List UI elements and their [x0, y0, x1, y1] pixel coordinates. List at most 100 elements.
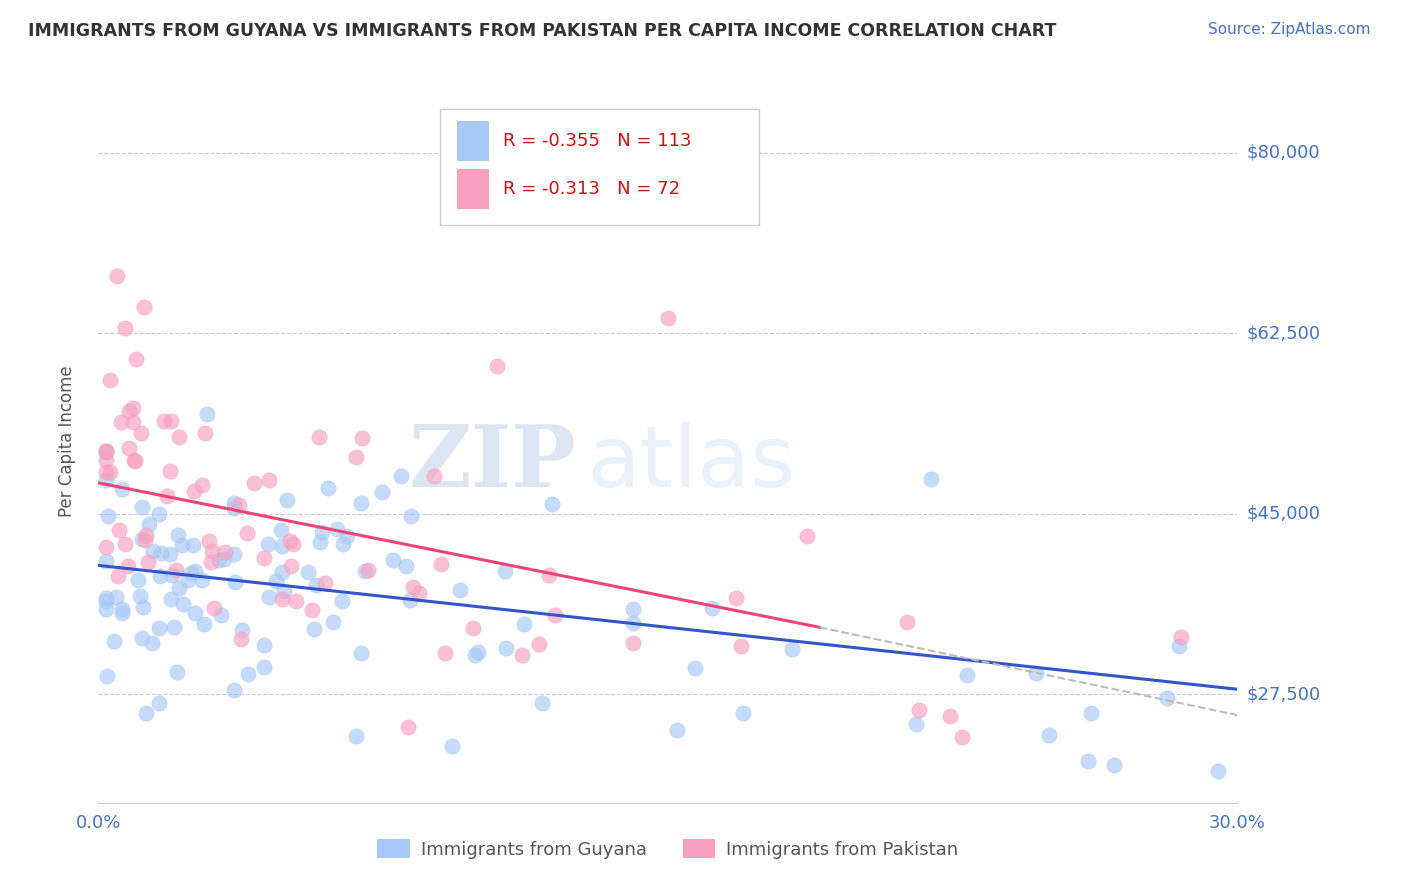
- Point: [236, 525, 259, 540]
- Point: [1167, 639, 1189, 653]
- Legend: Immigrants from Guyana, Immigrants from Pakistan: Immigrants from Guyana, Immigrants from …: [370, 832, 966, 866]
- Point: [148, 697, 170, 711]
- Point: [278, 534, 301, 549]
- FancyBboxPatch shape: [440, 109, 759, 225]
- Point: [683, 661, 706, 675]
- Point: [94, 443, 117, 458]
- FancyBboxPatch shape: [457, 121, 489, 161]
- Point: [461, 620, 484, 634]
- Point: [537, 568, 560, 582]
- Point: [111, 601, 134, 615]
- Point: [194, 425, 217, 440]
- Point: [402, 580, 425, 594]
- Point: [141, 636, 163, 650]
- Point: [257, 590, 280, 604]
- Point: [621, 602, 644, 616]
- Point: [200, 555, 222, 569]
- Point: [796, 529, 818, 543]
- Point: [231, 623, 253, 637]
- Point: [96, 669, 118, 683]
- Point: [134, 533, 156, 547]
- Point: [297, 566, 319, 580]
- Point: [350, 646, 373, 660]
- Point: [170, 538, 193, 552]
- Point: [494, 564, 516, 578]
- Point: [257, 537, 280, 551]
- Point: [209, 608, 232, 623]
- Point: [253, 659, 276, 673]
- Point: [124, 454, 146, 468]
- Point: [169, 430, 191, 444]
- Point: [94, 541, 117, 555]
- Point: [666, 723, 689, 737]
- Point: [301, 602, 323, 616]
- Point: [224, 547, 246, 561]
- Point: [434, 646, 457, 660]
- Point: [357, 563, 380, 577]
- Point: [1156, 690, 1178, 705]
- Point: [103, 634, 125, 648]
- Point: [257, 473, 280, 487]
- Point: [1038, 728, 1060, 742]
- Point: [163, 620, 186, 634]
- Point: [167, 581, 190, 595]
- Point: [214, 544, 236, 558]
- Point: [156, 489, 179, 503]
- Point: [222, 496, 245, 510]
- Point: [176, 574, 198, 588]
- Point: [184, 607, 207, 621]
- Point: [184, 565, 207, 579]
- Point: [160, 414, 183, 428]
- Point: [131, 533, 153, 547]
- Point: [122, 453, 145, 467]
- Point: [228, 498, 250, 512]
- Point: [530, 696, 553, 710]
- Point: [165, 563, 187, 577]
- Point: [94, 466, 117, 480]
- Point: [314, 575, 336, 590]
- Text: ZIP: ZIP: [409, 421, 576, 505]
- Point: [108, 523, 131, 537]
- Point: [135, 706, 157, 720]
- Point: [382, 553, 405, 567]
- Point: [94, 445, 117, 459]
- Point: [107, 568, 129, 582]
- Point: [467, 645, 489, 659]
- Point: [122, 401, 145, 415]
- Point: [242, 476, 264, 491]
- Point: [193, 617, 215, 632]
- Point: [98, 373, 121, 387]
- Point: [318, 481, 340, 495]
- Point: [920, 472, 942, 486]
- Point: [136, 555, 159, 569]
- Point: [326, 522, 349, 536]
- Point: [485, 359, 508, 373]
- Text: $45,000: $45,000: [1246, 505, 1320, 523]
- Point: [117, 558, 139, 573]
- Point: [153, 414, 176, 428]
- Point: [98, 466, 121, 480]
- Point: [702, 601, 724, 615]
- Point: [125, 351, 148, 366]
- Point: [94, 594, 117, 608]
- Point: [302, 623, 325, 637]
- Point: [281, 536, 304, 550]
- Point: [322, 615, 344, 629]
- Point: [252, 550, 274, 565]
- Point: [396, 720, 419, 734]
- Point: [939, 709, 962, 723]
- Point: [148, 507, 170, 521]
- Point: [1208, 764, 1230, 778]
- Point: [280, 558, 302, 573]
- Point: [730, 639, 752, 653]
- Point: [621, 636, 644, 650]
- Point: [135, 527, 157, 541]
- Text: Source: ZipAtlas.com: Source: ZipAtlas.com: [1208, 22, 1371, 37]
- Point: [159, 592, 181, 607]
- Point: [725, 591, 748, 605]
- Point: [336, 529, 359, 543]
- Point: [105, 591, 128, 605]
- Point: [195, 407, 218, 421]
- Point: [408, 586, 430, 600]
- Point: [1077, 754, 1099, 768]
